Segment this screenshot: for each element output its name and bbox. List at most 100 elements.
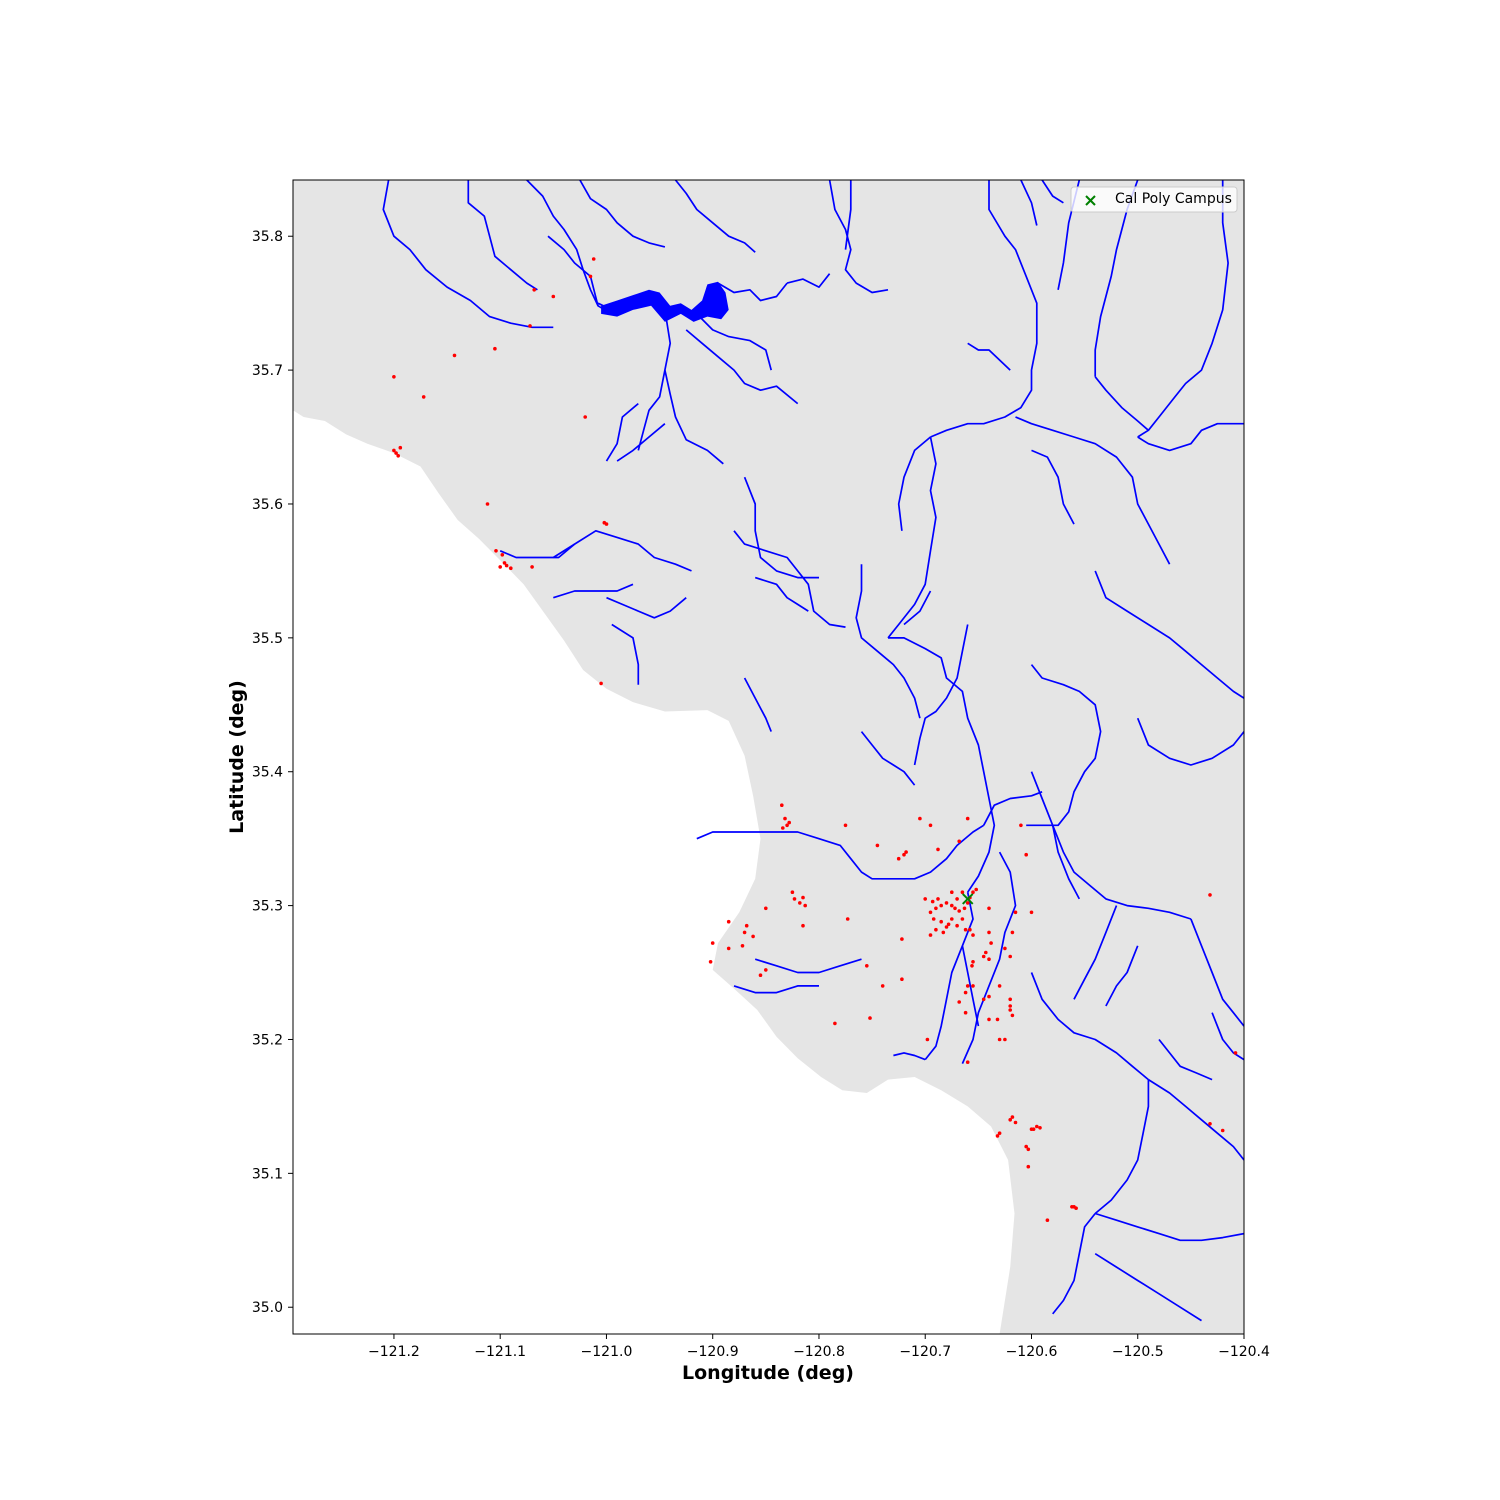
data-point: [726, 919, 731, 924]
y-tick-label: 35.4: [252, 765, 283, 781]
y-tick-label: 35.3: [252, 899, 283, 915]
y-axis-label: Latitude (deg): [226, 680, 248, 834]
river-line: [982, 791, 1043, 826]
data-point: [833, 1021, 837, 1026]
data-point: [845, 917, 850, 921]
data-point: [957, 909, 961, 913]
y-tick-label: 35.0: [252, 1300, 283, 1316]
river-line: [499, 543, 576, 559]
data-point: [957, 1000, 961, 1004]
river-line: [754, 576, 809, 612]
data-point: [1233, 1051, 1238, 1055]
data-point: [987, 930, 991, 935]
river-line: [1015, 416, 1171, 565]
data-point: [989, 941, 993, 945]
x-tick-label: −120.6: [1006, 1344, 1058, 1360]
data-point: [963, 990, 968, 995]
data-point: [968, 927, 972, 932]
river-line: [1137, 180, 1229, 438]
data-point: [485, 502, 490, 506]
data-point: [726, 946, 731, 951]
data-point: [946, 922, 951, 927]
data-point: [962, 906, 967, 911]
river-line: [930, 180, 1038, 438]
legend-box: [1070, 186, 1238, 213]
data-point: [1019, 823, 1023, 828]
data-point: [931, 917, 936, 921]
data-point: [965, 1060, 970, 1064]
data-point: [944, 925, 949, 929]
river-line: [605, 402, 639, 462]
y-tick-label: 35.7: [252, 363, 283, 379]
data-point: [421, 395, 426, 399]
data-point: [934, 906, 938, 911]
data-point: [950, 903, 954, 908]
data-point: [928, 910, 933, 915]
data-point: [1026, 1164, 1031, 1169]
data-point: [981, 954, 986, 959]
river-line: [743, 476, 819, 579]
river-line: [743, 677, 772, 732]
data-point: [950, 890, 954, 894]
data-point: [875, 843, 880, 848]
data-point: [995, 1134, 1000, 1138]
data-point: [987, 957, 991, 961]
data-point: [880, 984, 885, 988]
data-point: [528, 324, 532, 328]
x-tick-label: −120.4: [1218, 1344, 1270, 1360]
data-point: [960, 890, 965, 894]
data-point: [965, 816, 970, 821]
data-point: [530, 565, 534, 569]
data-point: [904, 850, 908, 854]
data-point: [1013, 1120, 1018, 1125]
axes-frame: [292, 179, 1245, 1335]
data-point: [963, 1010, 968, 1015]
data-point: [865, 964, 869, 968]
river-line: [606, 596, 687, 619]
data-point: [965, 901, 970, 905]
data-point: [1029, 910, 1034, 915]
data-point: [742, 930, 747, 935]
data-point: [970, 964, 974, 968]
land-mass: [293, 180, 1244, 1334]
data-point: [868, 1016, 872, 1020]
data-point: [394, 451, 398, 455]
x-tick-label: −121.1: [474, 1344, 526, 1360]
data-point: [785, 823, 789, 828]
data-point: [918, 816, 922, 821]
data-point: [934, 927, 938, 932]
data-point: [953, 906, 957, 911]
river-line: [611, 623, 640, 685]
river-line: [637, 369, 666, 451]
data-point: [928, 933, 933, 937]
river-line: [1137, 422, 1244, 452]
data-point: [928, 823, 933, 828]
river-line: [1094, 570, 1244, 699]
data-point: [1003, 946, 1007, 951]
data-point: [758, 973, 763, 977]
river-line: [1030, 972, 1149, 1081]
river-line: [903, 590, 932, 626]
river-line: [924, 892, 974, 1061]
river-line: [1052, 1212, 1096, 1315]
data-point: [1038, 1126, 1042, 1130]
x-axis-label: Longitude (deg): [682, 1362, 854, 1384]
x-axis-ticks: −121.2 −121.1 −121.0 −120.9 −120.8 −120.7 −120…: [368, 1334, 1270, 1360]
data-point: [504, 563, 509, 568]
river-line: [1094, 376, 1149, 431]
reservoir: [601, 281, 729, 322]
data-point: [1008, 954, 1012, 959]
legend-campus-symbol: [1085, 195, 1096, 206]
data-point: [1010, 930, 1015, 935]
data-point: [955, 923, 959, 928]
data-point: [710, 941, 715, 945]
x-tick-label: −121.0: [581, 1344, 633, 1360]
river-line: [1030, 771, 1192, 920]
data-point: [591, 257, 596, 261]
river-line: [961, 851, 1017, 1064]
data-point: [971, 984, 975, 988]
data-point: [599, 681, 603, 686]
data-point: [1003, 1037, 1007, 1042]
river-line: [967, 342, 1011, 371]
